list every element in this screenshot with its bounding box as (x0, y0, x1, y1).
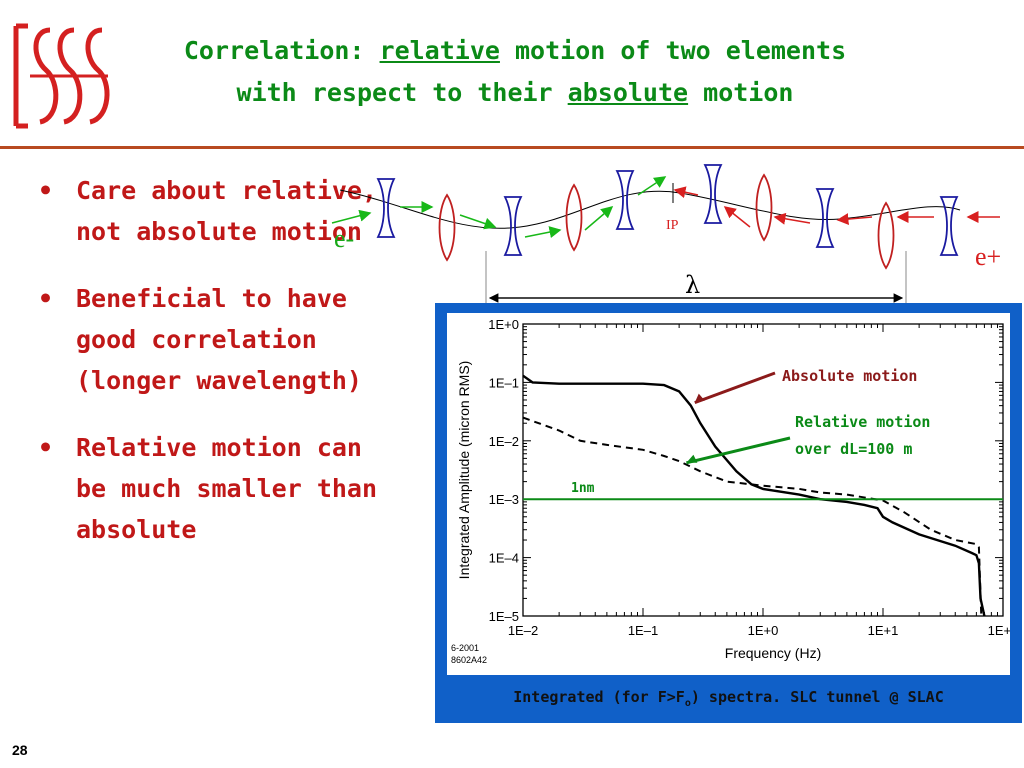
beam-arrow-green (331, 209, 372, 224)
beam-arrow-green (584, 206, 614, 231)
figure-id-line: 6-2001 (451, 643, 479, 653)
series-relative-motion (522, 416, 983, 617)
series-absolute-motion (522, 374, 986, 617)
beam-arrow-red (773, 212, 811, 225)
annotation-arrow-absolute (694, 371, 776, 405)
bullet-text: Care about relative, not absolute motion (76, 176, 378, 246)
focusing-lens (438, 193, 456, 262)
annotation-box (777, 359, 979, 387)
positron-label: e+ (975, 242, 1001, 271)
wavelength-label: λ (685, 271, 700, 299)
annotation-relative-motion-dl: over dL=100 m (795, 440, 912, 458)
bullet-dot-icon: • (38, 176, 54, 205)
y-tick-label: 1E–1 (489, 375, 519, 390)
annotation-arrowhead-relative (686, 454, 698, 463)
defocusing-lens (376, 178, 396, 238)
defocusing-lens (703, 164, 723, 224)
y-tick-label: 1E+0 (488, 317, 519, 332)
beam-arrow-red (836, 213, 873, 226)
issrs-logo (13, 23, 110, 129)
y-axis-label: Integrated Amplitude (micron RMS) (456, 361, 472, 580)
beam-arrow-green (524, 226, 562, 238)
title-text: motion (688, 78, 794, 107)
bullet-text: Beneficial to have good correlation (lon… (76, 284, 362, 395)
electron-label: e- (334, 224, 354, 253)
beamline-diagram: IP e- e+ λ (331, 164, 1001, 305)
annotation-1nm: 1nm (571, 481, 595, 496)
annotation-box (792, 408, 987, 460)
title-line-2: with respect to their absolute motion (130, 72, 900, 114)
annotation-relative-motion: Relative motion (795, 413, 930, 431)
caption-text: ) spectra. SLC tunnel @ SLAC (690, 688, 944, 706)
y-tick-label: 1E–5 (489, 609, 519, 624)
chart-frame: 1E–2 1E–1 1E+0 1E+1 1E+2 1E+0 1E–1 1E–2 1E–3 1E–4… (435, 303, 1022, 723)
page-number: 28 (12, 742, 28, 758)
title-text: motion of two elements (499, 36, 847, 65)
bullet-item: • Care about relative, not absolute motio… (38, 170, 388, 252)
focusing-lens (877, 201, 895, 270)
x-tick-label: 1E+1 (868, 623, 899, 638)
bullet-item: • Relative motion can be much smaller tha… (38, 427, 388, 550)
annotation-arrow-relative (686, 436, 791, 465)
defocusing-lens (815, 188, 835, 248)
annotation-absolute-motion: Absolute motion (782, 367, 917, 385)
title-underlined-relative: relative (379, 36, 500, 65)
x-axis-label: Frequency (Hz) (725, 645, 821, 661)
x-tick-label: 1E–1 (628, 623, 658, 638)
beam-wave (339, 189, 961, 229)
chart-caption: Integrated (for F>Fo) spectra. SLC tunne… (435, 688, 1022, 709)
focusing-lens (565, 183, 583, 252)
bullet-item: • Beneficial to have good correlation (lo… (38, 278, 388, 401)
x-tick-label: 1E–2 (508, 623, 538, 638)
annotation-arrowhead-absolute (694, 393, 705, 403)
title-line-1: Correlation: relative motion of two elem… (130, 30, 900, 72)
x-tick-label: 1E+0 (748, 623, 779, 638)
title-text: with respect to their (236, 78, 568, 107)
bullet-list: • Care about relative, not absolute motio… (38, 170, 388, 576)
defocusing-lens (615, 170, 635, 230)
y-tick-label: 1E–3 (489, 492, 519, 507)
integrated-amplitude-chart: 1E–2 1E–1 1E+0 1E+1 1E+2 1E+0 1E–1 1E–2 1E–3 1E–4… (451, 317, 1010, 665)
beam-arrow-red (673, 186, 699, 199)
beam-arrow-red (723, 206, 751, 228)
title-divider (0, 146, 1024, 149)
bullet-text: Relative motion can be much smaller than… (76, 433, 378, 544)
bullet-dot-icon: • (38, 433, 54, 462)
y-tick-label: 1E–4 (489, 551, 519, 566)
y-tick-label: 1E–2 (489, 434, 519, 449)
ip-label: IP (666, 218, 679, 233)
title-underlined-absolute: absolute (567, 78, 689, 107)
defocusing-lens (939, 196, 959, 256)
defocusing-lens (503, 196, 523, 256)
caption-text: Integrated (for F>F (513, 688, 685, 706)
bullet-dot-icon: • (38, 284, 54, 313)
title-text: Correlation: (183, 36, 380, 65)
beam-arrow-green (459, 214, 497, 230)
figure-id-line: 8602A42 (451, 655, 487, 665)
chart-panel: 1E–2 1E–1 1E+0 1E+1 1E+2 1E+0 1E–1 1E–2 1E–3 1E–4… (447, 313, 1010, 675)
slide-title: Correlation: relative motion of two elem… (130, 30, 900, 114)
focusing-lens (755, 173, 773, 242)
caption-subscript: o (684, 698, 691, 709)
beam-arrow-green (637, 176, 667, 196)
x-tick-label: 1E+2 (988, 623, 1010, 638)
